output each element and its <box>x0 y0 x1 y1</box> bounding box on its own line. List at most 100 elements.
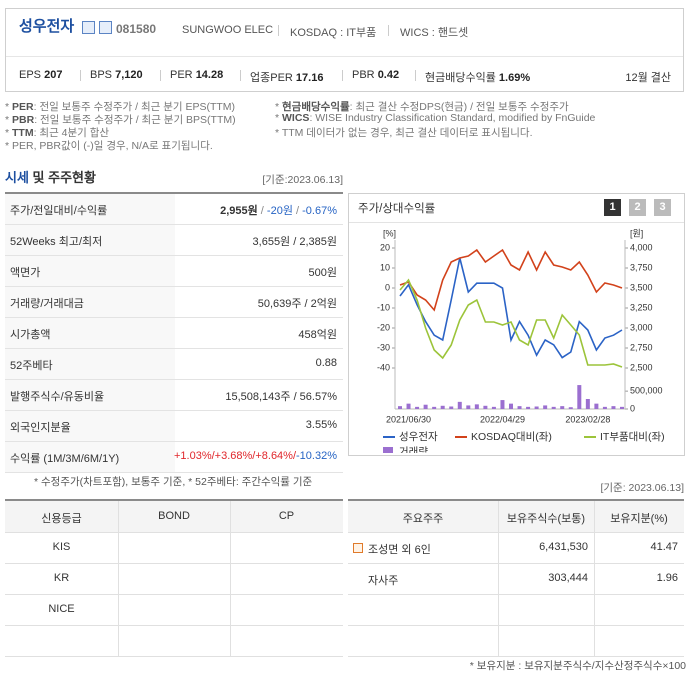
row-line <box>348 563 684 564</box>
note-part: * <box>5 127 10 139</box>
volume-bar <box>440 405 445 409</box>
metric: PER 14.28 <box>170 69 223 81</box>
x-tick-label: 2023/02/28 <box>565 414 610 424</box>
label-cell <box>5 287 175 317</box>
label-cell <box>5 225 175 255</box>
row-label: 외국인지분율 <box>10 422 71 434</box>
metric: 업종PER 17.16 <box>250 69 323 85</box>
metric-value: 1.69% <box>498 72 531 84</box>
table-note: * 수정주가(차트포함), 보통주 기준, * 52주베타: 주간수익률 기준 <box>34 476 313 488</box>
volume-bar <box>466 405 471 409</box>
table-header-cell: BOND <box>158 510 190 522</box>
row-line <box>5 379 343 380</box>
section-title-part: 시세 <box>5 170 29 185</box>
legend-label: IT부품대비(좌) <box>600 431 665 443</box>
row-value: 2,955원 / -20원 / -0.67% <box>220 202 337 218</box>
cell: KR <box>53 572 70 584</box>
metric-value: 17.16 <box>295 72 324 84</box>
row-line <box>5 441 343 442</box>
volume-tick-label: 500,000 <box>630 386 663 396</box>
note-part: * PER, PBR값이 (-)일 경우, N/A로 표기됩니다. <box>5 140 213 152</box>
metric-label: PBR <box>352 69 375 81</box>
section-date: [기준:2023.06.13] <box>262 174 343 186</box>
table-header-cell: 보유지분(%) <box>610 513 668 525</box>
row-line <box>348 656 684 657</box>
table-top <box>5 192 343 194</box>
volume-bar <box>483 405 488 409</box>
col-line <box>118 501 119 656</box>
row-value: 500원 <box>309 264 337 280</box>
volume-bar <box>423 404 428 409</box>
volume-tick-label: 0 <box>630 403 635 413</box>
chart-title-line <box>349 222 684 223</box>
note-part: PBR <box>12 114 35 126</box>
metric-label: 업종PER <box>250 72 293 84</box>
cell: 1.96 <box>656 572 678 584</box>
row-value: 458억원 <box>298 326 337 342</box>
row-line <box>5 656 343 657</box>
tag: KOSDAQ : IT부품 <box>290 27 377 39</box>
metric-value: 207 <box>44 69 63 81</box>
note: * TTM: 최근 4분기 합산 <box>5 125 109 140</box>
y-tick-label: -20 <box>377 322 390 332</box>
note-part: WICS <box>282 112 310 124</box>
series-line <box>399 278 623 368</box>
value-part: / <box>260 205 264 217</box>
note-part: TTM <box>12 127 34 139</box>
table-header <box>5 501 343 532</box>
row-line <box>5 532 343 533</box>
tag: WICS : 핸드셋 <box>400 27 469 39</box>
row-line <box>5 255 343 256</box>
note-part: : 전일 보통주 수정주가 / 최근 분기 BPS(TTM) <box>34 114 236 126</box>
footnote: * 보유지분 : 보유지분주식수/지수산정주식수×100 <box>469 660 686 672</box>
row-value: 0.88 <box>316 357 337 369</box>
note: * PBR: 전일 보통주 수정주가 / 최근 분기 BPS(TTM) <box>5 112 236 127</box>
row-line <box>5 286 343 287</box>
col-line <box>594 501 595 656</box>
table-header <box>348 501 684 532</box>
volume-bar <box>560 406 565 409</box>
company-name: 성우전자 <box>19 18 75 35</box>
y-tick-label: -40 <box>377 362 390 372</box>
note-part: : WISE Industry Classification Standard,… <box>309 112 596 124</box>
cell: 조성면 외 6인 <box>368 544 431 556</box>
separator <box>160 70 161 81</box>
series-line <box>399 248 623 312</box>
section-title: 시세 및 주주현황 <box>5 167 96 186</box>
row-value: 3,655원 / 2,385원 <box>253 233 337 249</box>
table-top <box>348 499 684 501</box>
col-line <box>230 501 231 656</box>
cell: 41.47 <box>650 541 678 553</box>
label-cell <box>5 318 175 348</box>
value-part: -10.32% <box>296 450 337 462</box>
value-part: 3,655원 / 2,385원 <box>252 236 337 248</box>
value-part: / <box>296 205 300 217</box>
note-part: * TTM 데이터가 없는 경우, 최근 결산 데이터로 표시됩니다. <box>275 127 533 139</box>
row-line <box>5 563 343 564</box>
row-value: 50,639주 / 2억원 <box>258 295 337 311</box>
separator <box>342 70 343 81</box>
chart-button[interactable]: 2 <box>629 199 646 216</box>
y2-tick-label: 2,500 <box>630 362 653 372</box>
value-part: +1.03%/ <box>174 450 215 462</box>
value-part: 458억원 <box>298 329 337 341</box>
note: * PER: 전일 보통주 수정주가 / 최근 분기 EPS(TTM) <box>5 99 235 114</box>
y2-tick-label: 2,750 <box>630 342 653 352</box>
icon <box>99 21 112 34</box>
chart-button[interactable]: 1 <box>604 199 621 216</box>
volume-bar <box>602 406 607 409</box>
x-tick-label: 2021/06/30 <box>386 414 431 424</box>
note: * TTM 데이터가 없는 경우, 최근 결산 데이터로 표시됩니다. <box>275 125 533 140</box>
value-part: +3.68%/ <box>214 450 256 462</box>
value-part: 0.88 <box>315 357 337 369</box>
table-header-cell: 신용등급 <box>41 513 82 525</box>
note-part: : 전일 보통주 수정주가 / 최근 분기 EPS(TTM) <box>33 101 236 113</box>
header-box <box>5 8 684 92</box>
value-part: 50,639주 / 2억원 <box>257 298 337 310</box>
y-unit: [%] <box>383 228 396 238</box>
bottom-date: [기준: 2023.06.13] <box>600 482 684 494</box>
volume-bar <box>406 403 411 409</box>
separator <box>278 25 279 36</box>
cell: KIS <box>52 541 71 553</box>
chart-button[interactable]: 3 <box>654 199 671 216</box>
